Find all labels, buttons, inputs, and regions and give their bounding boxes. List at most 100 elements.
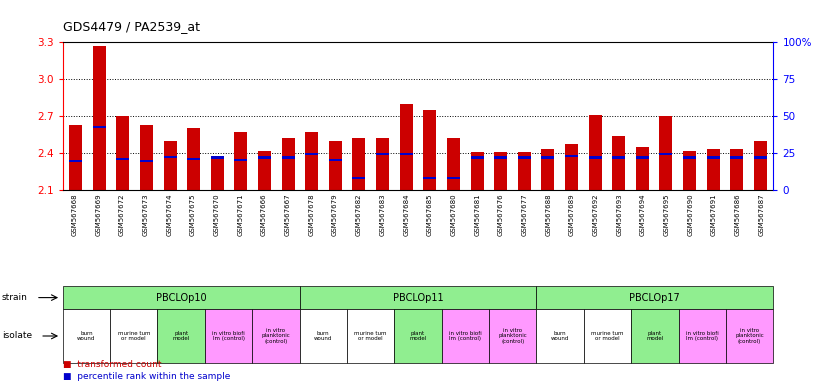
Text: GSM567671: GSM567671 — [237, 193, 243, 236]
Text: PBCLOp10: PBCLOp10 — [155, 293, 206, 303]
Bar — [589, 115, 602, 190]
Bar — [636, 147, 649, 190]
Bar — [754, 141, 767, 190]
Bar — [471, 156, 483, 159]
Bar — [140, 160, 153, 162]
Bar — [542, 156, 554, 159]
Bar — [69, 160, 82, 162]
Text: in vitro
planktonic
(control): in vitro planktonic (control) — [498, 328, 528, 344]
Bar — [542, 149, 554, 190]
Text: GSM567680: GSM567680 — [451, 193, 456, 236]
Bar — [211, 157, 224, 190]
Bar — [706, 149, 720, 190]
Bar — [754, 156, 767, 159]
Bar — [282, 156, 294, 159]
Bar — [353, 138, 365, 190]
Bar — [612, 136, 625, 190]
Text: GSM567673: GSM567673 — [143, 193, 149, 236]
Text: plant
model: plant model — [172, 331, 190, 341]
Text: GSM567679: GSM567679 — [332, 193, 338, 236]
Text: in vitro biofi
lm (control): in vitro biofi lm (control) — [212, 331, 245, 341]
Bar — [706, 156, 720, 159]
Bar — [494, 156, 507, 159]
Bar — [234, 132, 247, 190]
Text: PBCLOp11: PBCLOp11 — [393, 293, 443, 303]
Bar — [730, 149, 743, 190]
Text: GSM567677: GSM567677 — [522, 193, 528, 236]
Bar — [305, 152, 319, 155]
Text: GSM567694: GSM567694 — [640, 193, 646, 236]
Text: GSM567668: GSM567668 — [72, 193, 78, 236]
Text: isolate: isolate — [2, 331, 32, 341]
Text: GSM567691: GSM567691 — [711, 193, 717, 236]
Text: GSM567676: GSM567676 — [498, 193, 504, 236]
Text: in vitro
planktonic
(control): in vitro planktonic (control) — [262, 328, 290, 344]
Text: GSM567685: GSM567685 — [427, 193, 433, 236]
Bar — [447, 138, 460, 190]
Text: murine tum
or model: murine tum or model — [118, 331, 150, 341]
Text: in vitro
planktonic
(control): in vitro planktonic (control) — [735, 328, 764, 344]
Bar — [423, 110, 436, 190]
Bar — [612, 156, 625, 159]
Bar — [400, 152, 413, 155]
Bar — [140, 125, 153, 190]
Text: plant
model: plant model — [646, 331, 664, 341]
Text: GSM567689: GSM567689 — [569, 193, 575, 236]
Text: GSM567666: GSM567666 — [261, 193, 267, 236]
Text: GSM567684: GSM567684 — [403, 193, 409, 236]
Bar — [211, 156, 224, 159]
Text: GSM567695: GSM567695 — [664, 193, 670, 236]
Bar — [423, 177, 436, 179]
Bar — [730, 156, 743, 159]
Bar — [447, 177, 460, 179]
Text: GDS4479 / PA2539_at: GDS4479 / PA2539_at — [63, 20, 200, 33]
Text: in vitro biofi
lm (control): in vitro biofi lm (control) — [449, 331, 482, 341]
Bar — [187, 129, 200, 190]
Bar — [164, 141, 176, 190]
Bar — [282, 138, 294, 190]
Bar — [329, 159, 342, 161]
Text: murine tum
or model: murine tum or model — [591, 331, 624, 341]
Text: GSM567690: GSM567690 — [687, 193, 693, 236]
Bar — [400, 104, 413, 190]
Text: GSM567674: GSM567674 — [166, 193, 172, 236]
Bar — [565, 155, 578, 157]
Text: in vitro biofi
lm (control): in vitro biofi lm (control) — [686, 331, 719, 341]
Bar — [164, 156, 176, 158]
Bar — [683, 151, 696, 190]
Text: GSM567686: GSM567686 — [735, 193, 741, 236]
Text: GSM567681: GSM567681 — [474, 193, 480, 236]
Text: GSM567672: GSM567672 — [119, 193, 125, 236]
Bar — [329, 141, 342, 190]
Text: burn
wound: burn wound — [77, 331, 95, 341]
Text: GSM567670: GSM567670 — [214, 193, 220, 236]
Bar — [636, 156, 649, 159]
Bar — [93, 46, 106, 190]
Text: strain: strain — [2, 293, 28, 302]
Bar — [305, 132, 319, 190]
Bar — [376, 138, 389, 190]
Text: GSM567693: GSM567693 — [616, 193, 622, 236]
Text: GSM567675: GSM567675 — [190, 193, 196, 236]
Bar — [471, 152, 483, 190]
Text: ■  percentile rank within the sample: ■ percentile rank within the sample — [63, 372, 230, 381]
Bar — [683, 156, 696, 159]
Bar — [234, 159, 247, 161]
Text: murine tum
or model: murine tum or model — [354, 331, 387, 341]
Text: GSM567688: GSM567688 — [545, 193, 551, 236]
Text: ■  transformed count: ■ transformed count — [63, 361, 161, 369]
Text: GSM567687: GSM567687 — [758, 193, 764, 236]
Bar — [258, 151, 271, 190]
Bar — [660, 116, 672, 190]
Text: GSM567683: GSM567683 — [380, 193, 385, 236]
Bar — [187, 157, 200, 160]
Text: GSM567667: GSM567667 — [285, 193, 291, 236]
Bar — [660, 152, 672, 155]
Bar — [93, 126, 106, 128]
Bar — [494, 152, 507, 190]
Text: GSM567692: GSM567692 — [593, 193, 599, 236]
Bar — [116, 116, 130, 190]
Bar — [517, 152, 531, 190]
Bar — [376, 152, 389, 155]
Bar — [517, 156, 531, 159]
